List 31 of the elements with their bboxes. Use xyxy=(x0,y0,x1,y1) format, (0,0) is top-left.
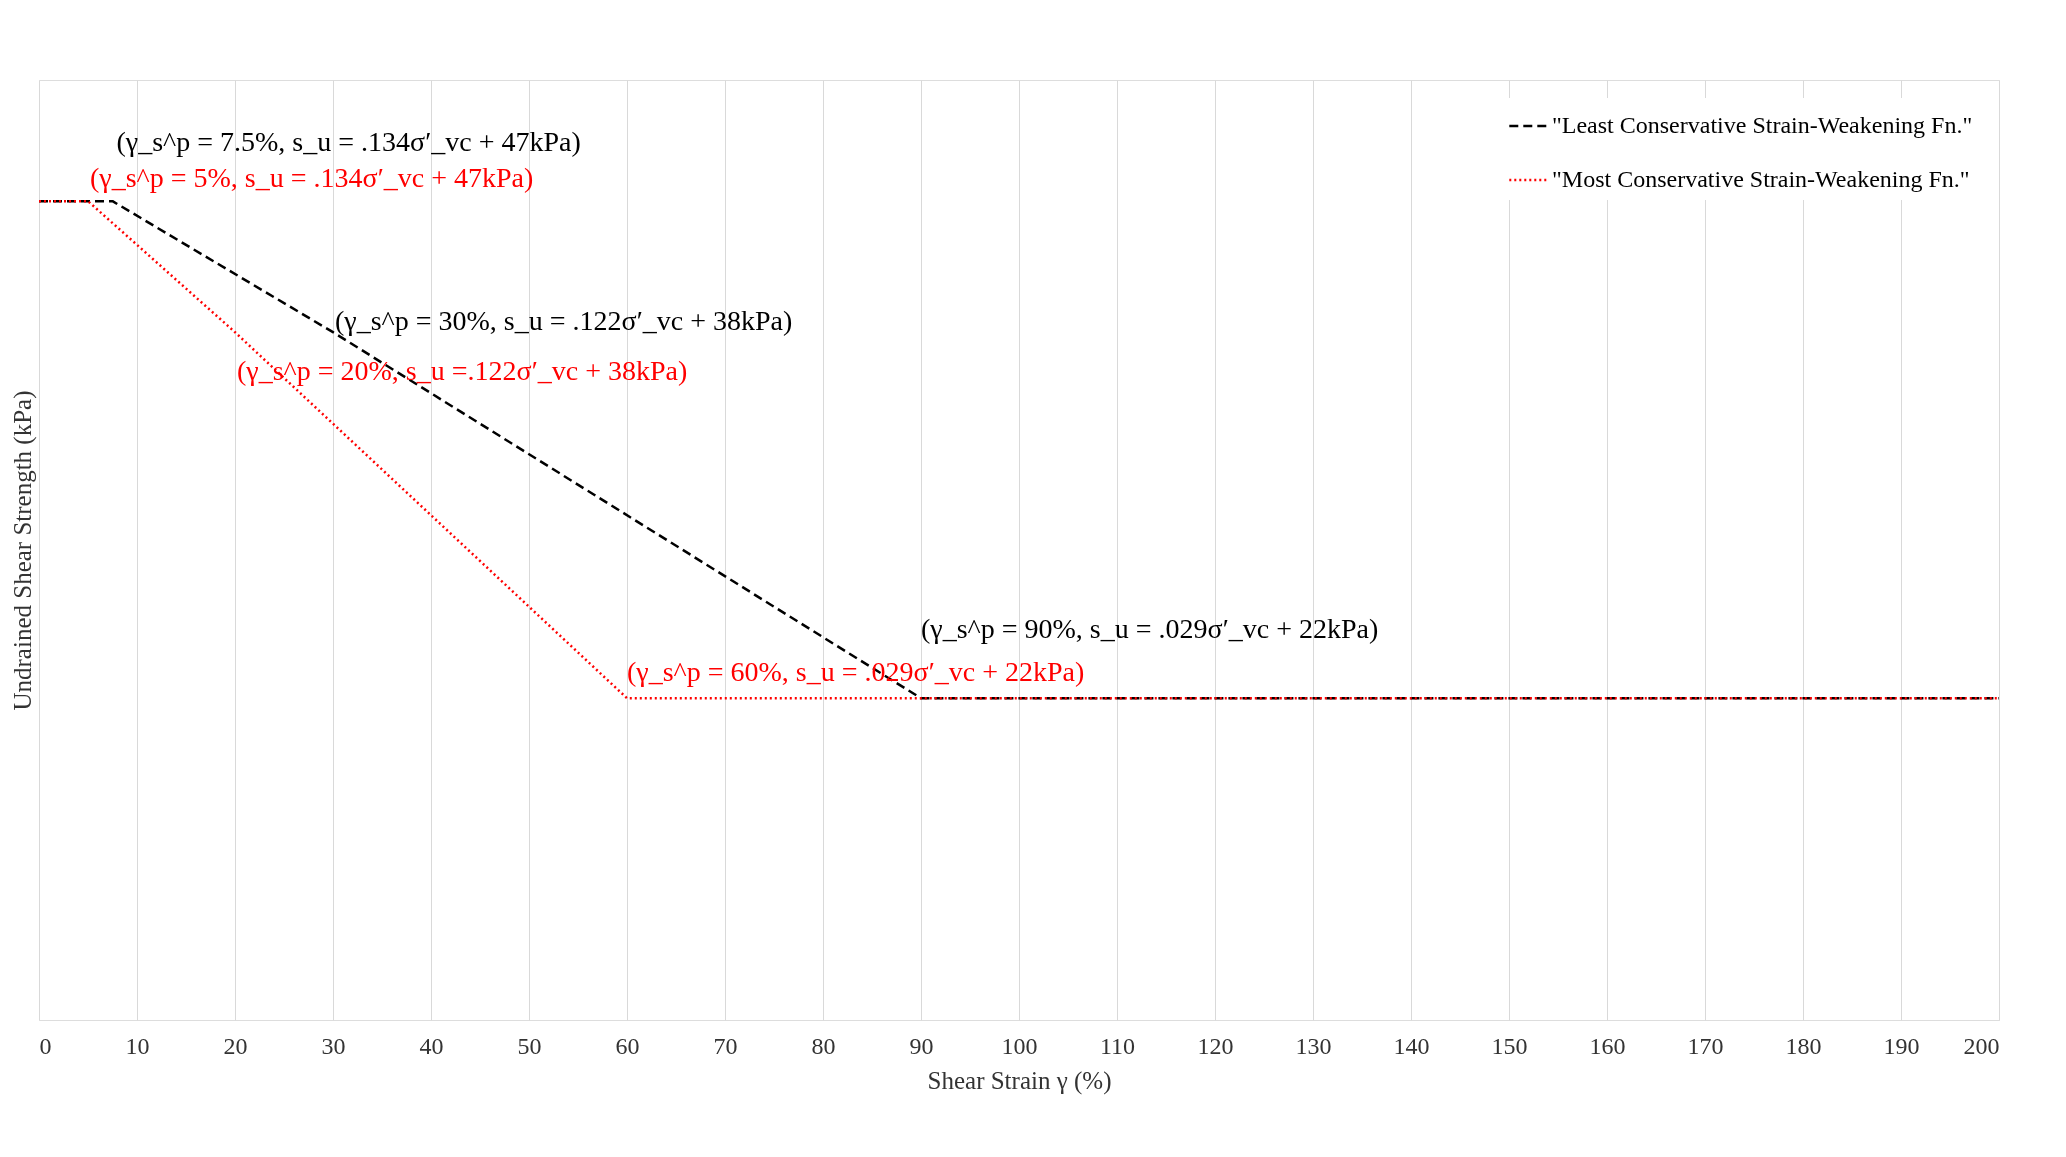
x-tick-label: 70 xyxy=(713,1032,738,1059)
legend-label: "Least Conservative Strain-Weakening Fn." xyxy=(1552,112,1973,138)
annotation: (γ_s^p = 30%, s_u = .122σ′_vc + 38kPa) xyxy=(335,305,793,337)
x-tick-label: 190 xyxy=(1883,1032,1920,1059)
x-tick-label: 90 xyxy=(909,1032,934,1059)
annotation: (γ_s^p = 20%, s_u =.122σ′_vc + 38kPa) xyxy=(237,355,688,387)
x-tick-label: 0 xyxy=(39,1032,52,1059)
annotation: (γ_s^p = 5%, s_u = .134σ′_vc + 47kPa) xyxy=(90,162,534,194)
x-tick-label: 200 xyxy=(1963,1032,2000,1059)
legend-label: "Most Conservative Strain-Weakening Fn." xyxy=(1552,166,1970,192)
x-tick-label: 130 xyxy=(1295,1032,1332,1059)
x-axis-title: Shear Strain γ (%) xyxy=(927,1066,1112,1095)
x-tick-label: 10 xyxy=(125,1032,150,1059)
y-axis-title: Undrained Shear Strength (kPa) xyxy=(8,390,37,711)
annotation: (γ_s^p = 60%, s_u = .029σ′_vc + 22kPa) xyxy=(627,656,1085,688)
x-tick-label: 50 xyxy=(517,1032,542,1059)
annotation: (γ_s^p = 90%, s_u = .029σ′_vc + 22kPa) xyxy=(921,613,1379,645)
x-tick-label: 160 xyxy=(1589,1032,1626,1059)
x-tick-label: 20 xyxy=(223,1032,248,1059)
x-tick-label: 100 xyxy=(1001,1032,1038,1059)
x-tick-label: 60 xyxy=(615,1032,640,1059)
x-tick-label: 110 xyxy=(1099,1032,1136,1059)
x-tick-label: 170 xyxy=(1687,1032,1724,1059)
x-tick-label: 80 xyxy=(811,1032,836,1059)
x-tick-label: 30 xyxy=(321,1032,346,1059)
x-tick-label: 40 xyxy=(419,1032,444,1059)
x-tick-label: 150 xyxy=(1491,1032,1528,1059)
x-tick-label: 120 xyxy=(1197,1032,1234,1059)
annotation: (γ_s^p = 7.5%, s_u = .134σ′_vc + 47kPa) xyxy=(116,126,581,158)
x-tick-label: 180 xyxy=(1785,1032,1822,1059)
x-tick-label: 140 xyxy=(1393,1032,1430,1059)
